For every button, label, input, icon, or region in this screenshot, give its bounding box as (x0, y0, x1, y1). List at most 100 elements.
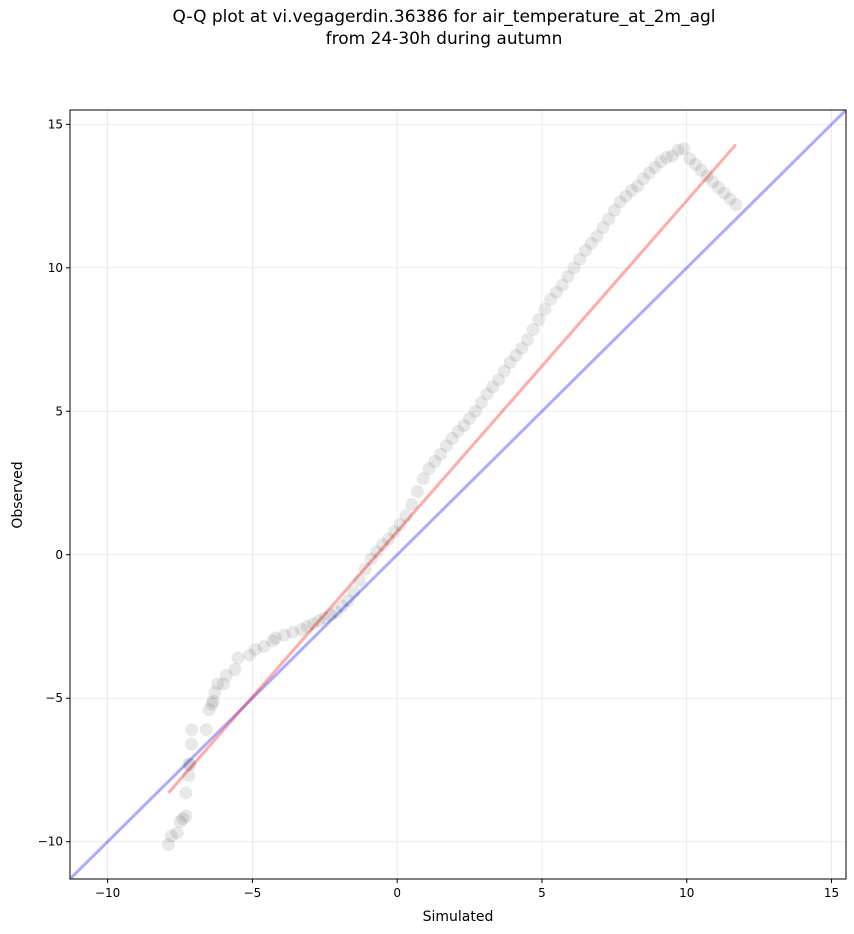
data-point (179, 786, 193, 800)
data-point (596, 221, 610, 235)
data-point (723, 192, 737, 206)
data-point (347, 585, 361, 599)
data-point (463, 411, 477, 425)
data-point (228, 663, 242, 677)
data-point (208, 685, 222, 699)
data-point (341, 594, 355, 608)
one-to-one-line (70, 110, 846, 879)
y-tick-label: 5 (55, 404, 63, 418)
data-point (602, 212, 616, 226)
x-tick-label: 15 (824, 886, 839, 900)
data-point (625, 183, 639, 197)
data-point (659, 150, 673, 164)
y-tick-label: −5 (45, 691, 63, 705)
data-point (445, 432, 459, 446)
y-tick-label: 15 (48, 117, 63, 131)
fit-line-layer (167, 143, 738, 794)
y-tick-label: 0 (55, 548, 63, 562)
data-point (428, 455, 442, 469)
data-point (370, 545, 384, 559)
data-point (480, 387, 494, 401)
data-point (295, 622, 309, 636)
data-point (457, 419, 471, 433)
data-point (654, 155, 668, 169)
data-point (619, 189, 633, 203)
data-point (642, 166, 656, 180)
x-tick-label: −10 (95, 886, 120, 900)
y-tick-label: −10 (38, 835, 63, 849)
data-point (671, 143, 685, 157)
data-point (468, 404, 482, 418)
data-point (544, 292, 558, 306)
data-point (205, 697, 219, 711)
data-point (243, 648, 257, 662)
data-point (269, 631, 283, 645)
data-point (590, 229, 604, 243)
x-tick-label: 10 (679, 886, 694, 900)
plot-frame (69, 109, 847, 880)
data-point (277, 628, 291, 642)
data-point (636, 172, 650, 186)
y-axis-label: Observed (10, 461, 26, 528)
data-point (439, 439, 453, 453)
data-point (324, 608, 338, 622)
data-point (474, 396, 488, 410)
data-point (526, 323, 540, 337)
data-point (185, 723, 199, 737)
data-point (613, 195, 627, 209)
data-point (729, 198, 743, 212)
data-point (648, 160, 662, 174)
data-point (393, 518, 407, 532)
chart-title-line2: from 24-30h during autumn (325, 29, 563, 49)
data-point (451, 424, 465, 438)
data-point (161, 838, 175, 852)
x-tick-label: 0 (393, 886, 401, 900)
data-point (532, 312, 546, 326)
grid (70, 110, 846, 879)
data-point (399, 509, 413, 523)
data-point (329, 605, 343, 619)
x-axis-label: Simulated (423, 909, 494, 925)
data-point (520, 333, 534, 347)
data-point (422, 462, 436, 476)
data-point (318, 611, 332, 625)
data-point (170, 826, 184, 840)
data-point (206, 694, 220, 708)
data-point (182, 757, 196, 771)
data-point (185, 737, 199, 751)
data-point (567, 261, 581, 275)
chart-title-line1: Q-Q plot at vi.vegagerdin.36386 for air_… (172, 7, 716, 27)
data-point (387, 525, 401, 539)
x-axis-ticks: −10 −5 0 5 10 15 (95, 879, 839, 900)
data-point (353, 574, 367, 588)
data-point (183, 757, 197, 771)
data-point (503, 356, 517, 370)
data-point (219, 668, 233, 682)
points-layer (161, 142, 743, 852)
data-point (573, 252, 587, 266)
data-point (358, 562, 372, 576)
data-point (216, 677, 230, 691)
data-point (561, 269, 575, 283)
data-point (497, 364, 511, 378)
data-point (492, 373, 506, 387)
data-point (538, 302, 552, 316)
data-point (335, 599, 349, 613)
data-point (712, 180, 726, 194)
data-point (677, 142, 691, 156)
data-point (694, 163, 708, 177)
data-point (179, 809, 193, 823)
data-point (434, 447, 448, 461)
data-point (202, 703, 216, 717)
data-point (376, 538, 390, 552)
data-point (700, 169, 714, 183)
data-point (364, 552, 378, 566)
data-point (631, 179, 645, 193)
data-point (717, 186, 731, 200)
data-point (173, 815, 187, 829)
data-point (182, 769, 196, 783)
data-point (665, 149, 679, 163)
data-point (231, 651, 245, 665)
data-point (248, 642, 262, 656)
